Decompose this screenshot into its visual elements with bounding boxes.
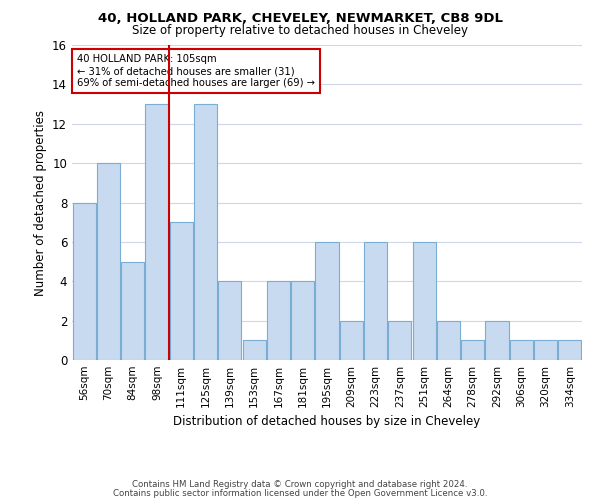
- X-axis label: Distribution of detached houses by size in Cheveley: Distribution of detached houses by size …: [173, 416, 481, 428]
- Bar: [364, 242, 387, 360]
- Text: Size of property relative to detached houses in Cheveley: Size of property relative to detached ho…: [132, 24, 468, 37]
- Text: 40 HOLLAND PARK: 105sqm
← 31% of detached houses are smaller (31)
69% of semi-de: 40 HOLLAND PARK: 105sqm ← 31% of detache…: [77, 54, 315, 88]
- Bar: [145, 104, 169, 360]
- Bar: [121, 262, 144, 360]
- Bar: [194, 104, 217, 360]
- Bar: [340, 320, 363, 360]
- Bar: [437, 320, 460, 360]
- Text: 40, HOLLAND PARK, CHEVELEY, NEWMARKET, CB8 9DL: 40, HOLLAND PARK, CHEVELEY, NEWMARKET, C…: [97, 12, 503, 26]
- Text: Contains HM Land Registry data © Crown copyright and database right 2024.: Contains HM Land Registry data © Crown c…: [132, 480, 468, 489]
- Bar: [291, 281, 314, 360]
- Bar: [267, 281, 290, 360]
- Bar: [510, 340, 533, 360]
- Bar: [388, 320, 412, 360]
- Bar: [218, 281, 241, 360]
- Text: Contains public sector information licensed under the Open Government Licence v3: Contains public sector information licen…: [113, 489, 487, 498]
- Bar: [461, 340, 484, 360]
- Bar: [170, 222, 193, 360]
- Bar: [316, 242, 338, 360]
- Bar: [97, 163, 120, 360]
- Bar: [485, 320, 509, 360]
- Y-axis label: Number of detached properties: Number of detached properties: [34, 110, 47, 296]
- Bar: [534, 340, 557, 360]
- Bar: [413, 242, 436, 360]
- Bar: [559, 340, 581, 360]
- Bar: [73, 202, 95, 360]
- Bar: [242, 340, 266, 360]
